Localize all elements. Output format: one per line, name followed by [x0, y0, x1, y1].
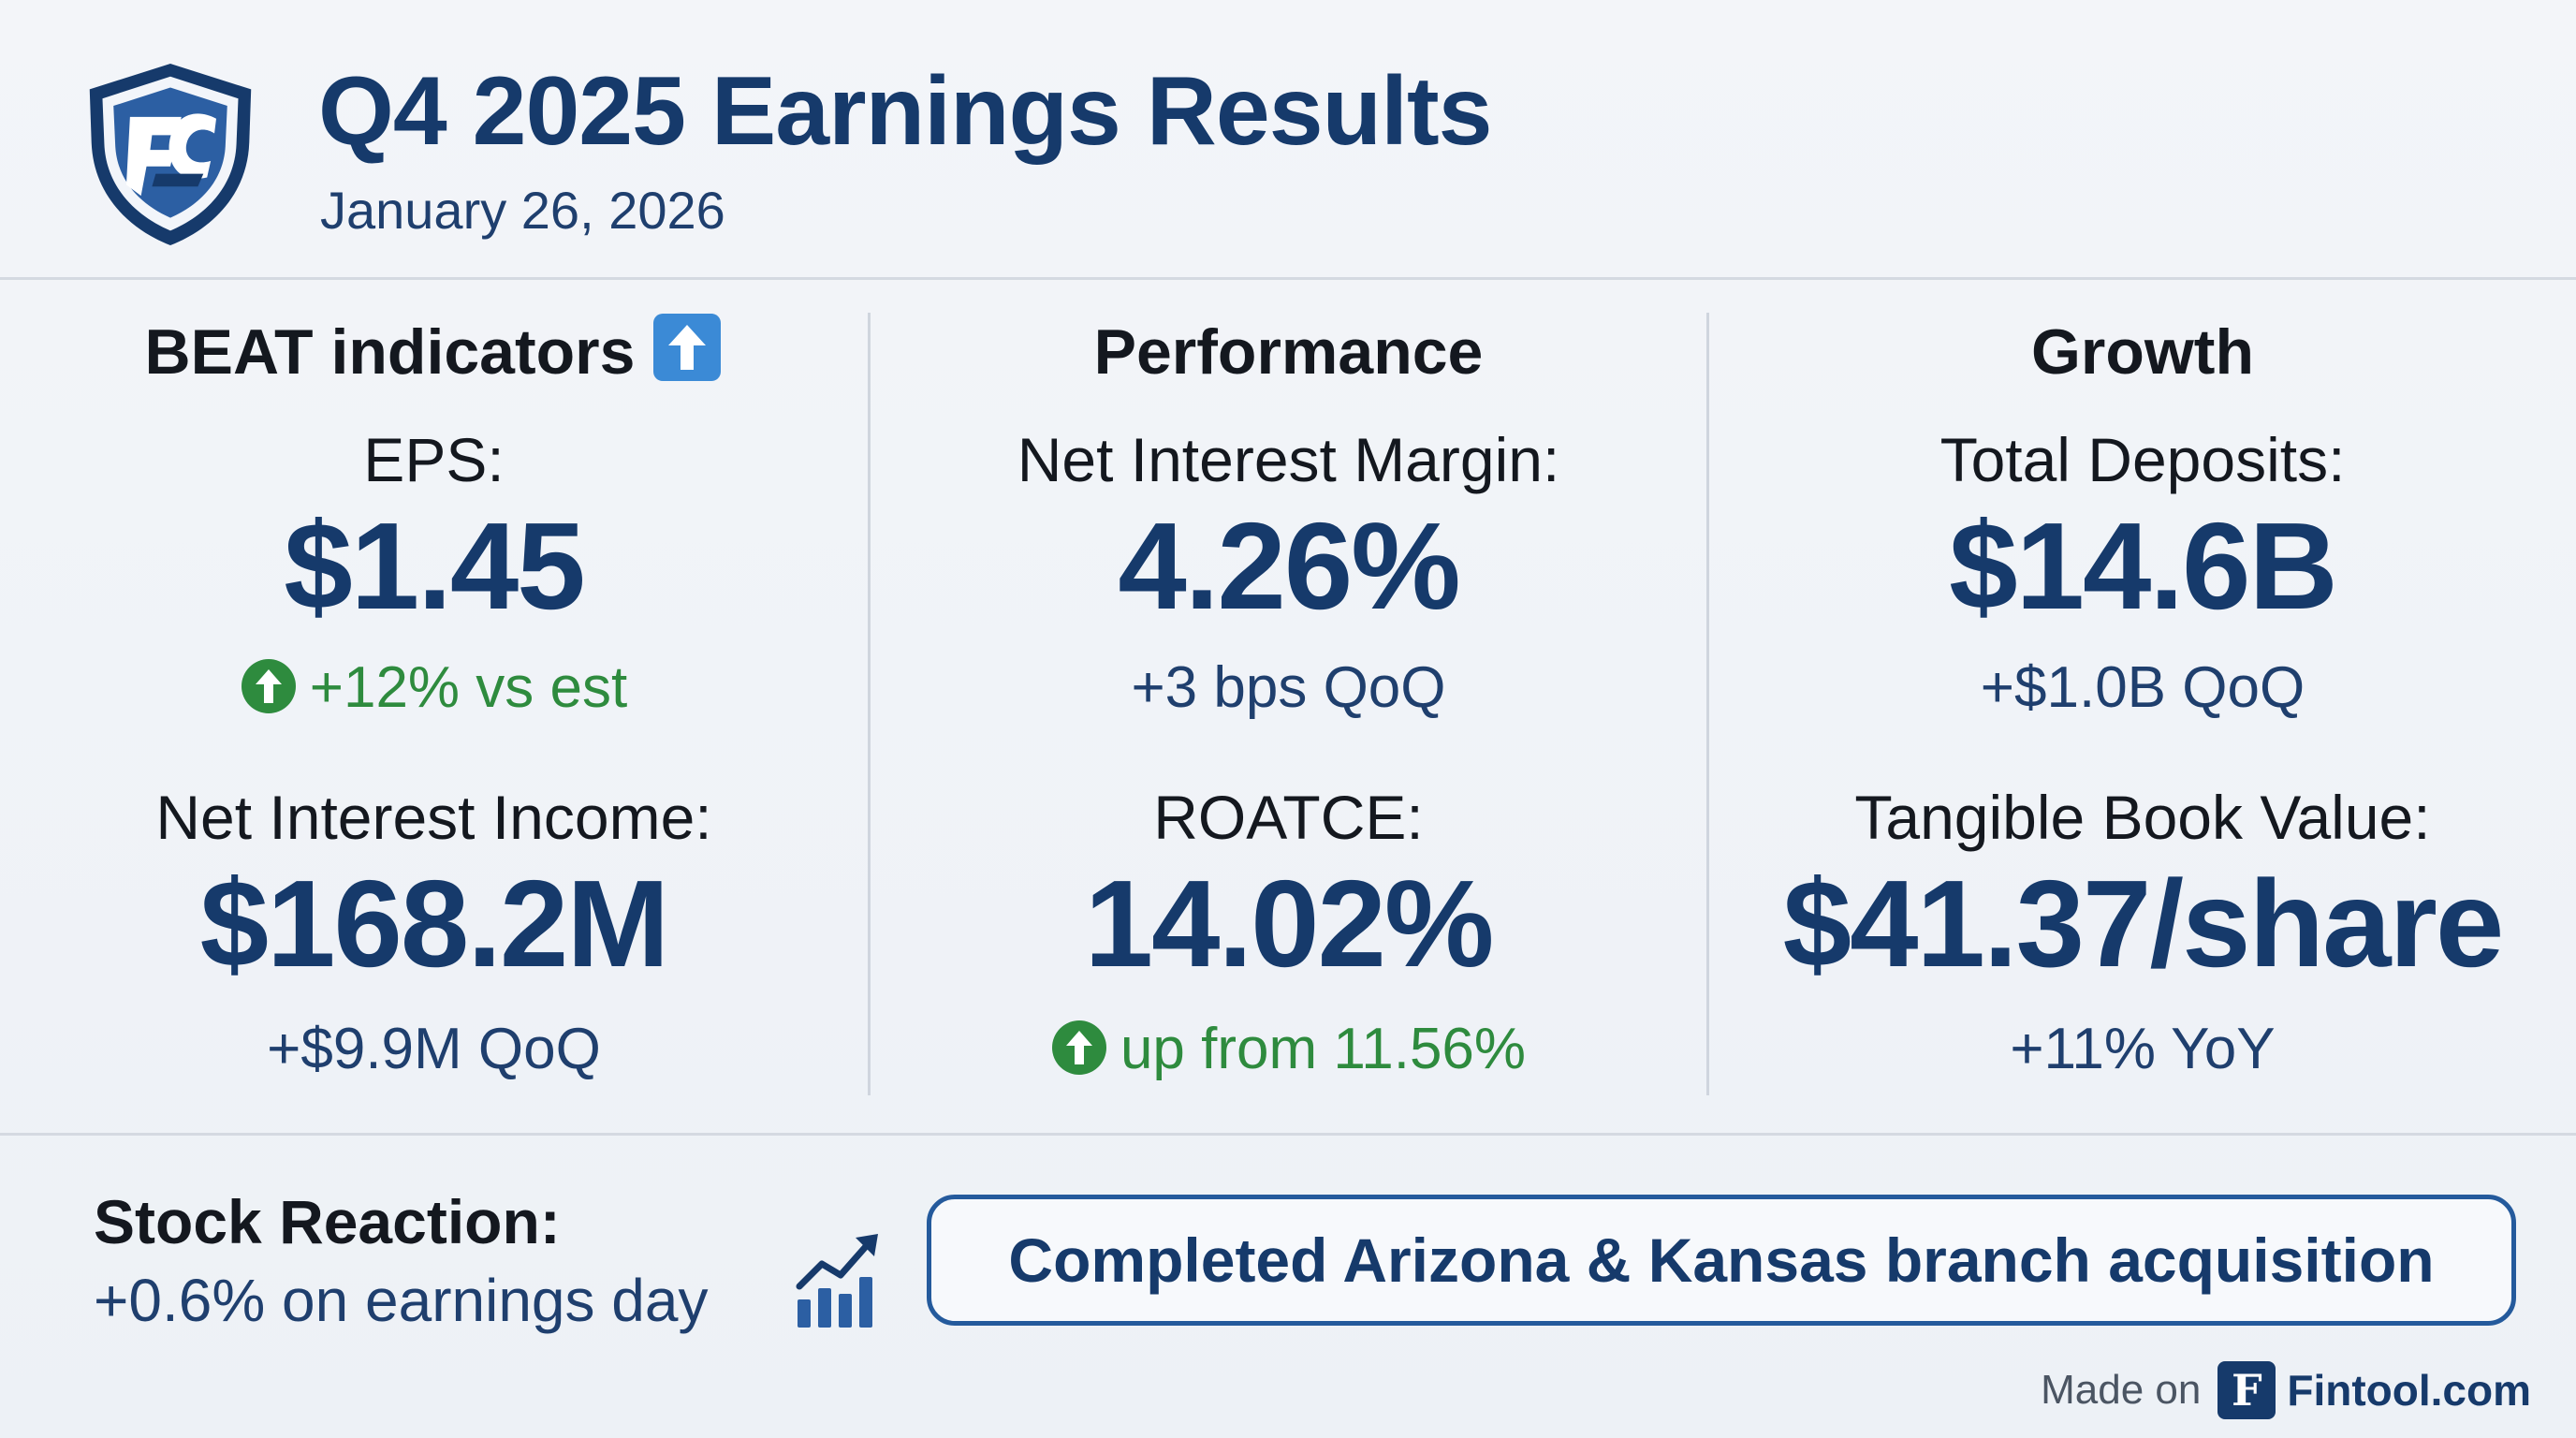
report-date: January 26, 2026	[320, 181, 725, 240]
up-arrow-box-icon	[653, 314, 722, 381]
metric-value: 14.02%	[1084, 855, 1495, 992]
metric-label: Tangible Book Value:	[1854, 783, 2431, 852]
metric-label: EPS:	[363, 425, 505, 494]
metric-change: +$1.0B QoQ	[1980, 655, 2305, 720]
footer-divider	[0, 1133, 2576, 1136]
fintool-brand-link[interactable]: Fintool.com	[2287, 1366, 2531, 1415]
growth-chart-icon	[796, 1234, 878, 1328]
metric-value: $14.6B	[1949, 497, 2338, 635]
beat-indicators-column: BEAT indicators EPS: $1.45 +12% vs est N…	[0, 309, 868, 1105]
shield-logo-icon	[89, 63, 252, 246]
stock-reaction-value: +0.6% on earnings day	[94, 1267, 709, 1334]
metric-change: +$9.9M QoQ	[267, 1017, 601, 1081]
column-heading: Growth	[2031, 316, 2254, 388]
metric-label: Net Interest Income:	[155, 783, 712, 852]
metric-value: $41.37/share	[1782, 855, 2505, 992]
column-heading: Performance	[1093, 316, 1484, 388]
page-title: Q4 2025 Earnings Results	[318, 57, 1492, 166]
made-on-attribution[interactable]: Made on F Fintool.com	[2041, 1357, 2531, 1423]
column-divider	[1706, 313, 1709, 1095]
metric-change-text: up from 11.56%	[1120, 1017, 1527, 1081]
performance-column: Performance Net Interest Margin: 4.26% +…	[871, 309, 1706, 1105]
metric-change: +3 bps QoQ	[1131, 655, 1446, 720]
stock-reaction-title: Stock Reaction:	[94, 1187, 561, 1256]
fintool-logo-icon: F	[2217, 1361, 2276, 1419]
metric-value: 4.26%	[1118, 497, 1460, 635]
up-arrow-circle-icon	[1051, 1020, 1106, 1075]
metric-label: Total Deposits:	[1939, 425, 2346, 494]
growth-column: Growth Total Deposits: $14.6B +$1.0B QoQ…	[1709, 309, 2576, 1105]
column-heading-text: BEAT indicators	[144, 316, 636, 388]
callout-text: Completed Arizona & Kansas branch acquis…	[1008, 1225, 2435, 1295]
up-arrow-circle-icon	[241, 659, 296, 713]
metric-label: Net Interest Margin:	[1017, 425, 1560, 494]
metric-label: ROATCE:	[1153, 783, 1424, 852]
metric-change-text: +12% vs est	[309, 655, 628, 720]
column-divider	[868, 313, 871, 1095]
metric-change: +12% vs est	[0, 648, 868, 728]
made-on-label: Made on	[2041, 1367, 2202, 1413]
header-divider	[0, 277, 2576, 280]
column-heading: BEAT indicators	[0, 309, 868, 395]
metric-value: $168.2M	[199, 855, 670, 992]
metric-value: $1.45	[284, 497, 585, 635]
metric-change: up from 11.56%	[871, 1009, 1706, 1090]
metric-change: +11% YoY	[2010, 1017, 2276, 1081]
acquisition-callout: Completed Arizona & Kansas branch acquis…	[927, 1195, 2516, 1326]
